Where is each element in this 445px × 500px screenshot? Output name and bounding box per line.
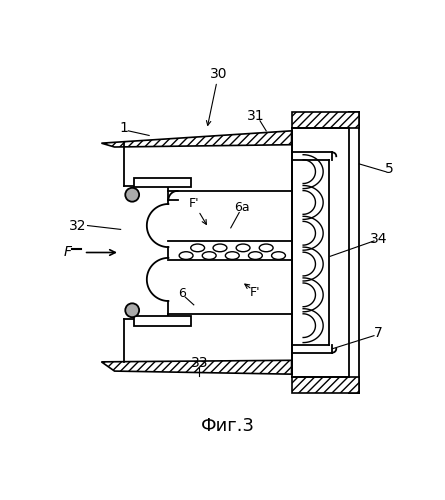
Ellipse shape (248, 252, 263, 260)
Text: 7: 7 (374, 326, 383, 340)
Ellipse shape (213, 244, 227, 252)
Polygon shape (291, 377, 360, 392)
Text: F': F' (250, 286, 261, 299)
Polygon shape (101, 131, 291, 147)
Text: 6: 6 (178, 287, 186, 300)
Text: 30: 30 (210, 67, 227, 81)
Text: 6a: 6a (234, 202, 249, 214)
Polygon shape (291, 112, 360, 128)
Ellipse shape (271, 252, 285, 260)
Text: 5: 5 (385, 162, 394, 176)
Text: 32: 32 (69, 218, 86, 232)
Ellipse shape (236, 244, 250, 252)
Ellipse shape (225, 252, 239, 260)
Text: 33: 33 (190, 356, 208, 370)
Text: Фиг.3: Фиг.3 (201, 417, 255, 434)
Text: 1: 1 (119, 121, 128, 135)
Text: F': F' (189, 198, 199, 210)
Polygon shape (101, 360, 291, 374)
Bar (134, 316, 191, 326)
Text: F: F (64, 246, 72, 260)
Ellipse shape (202, 252, 216, 260)
Text: 31: 31 (247, 109, 264, 123)
Ellipse shape (259, 244, 273, 252)
Circle shape (125, 188, 139, 202)
Bar (134, 178, 191, 187)
Ellipse shape (179, 252, 193, 260)
Circle shape (125, 304, 139, 317)
Ellipse shape (191, 244, 205, 252)
Text: 34: 34 (370, 232, 387, 245)
